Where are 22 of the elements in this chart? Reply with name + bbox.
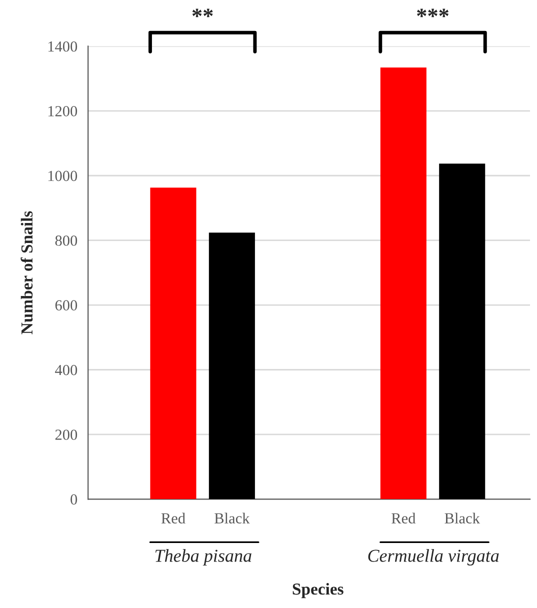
y-tick-label: 800 [55, 235, 78, 246]
x-axis-title: Species [292, 582, 344, 598]
x-tick-label: Theba pisana [155, 549, 252, 566]
series-label: Red [161, 512, 186, 524]
text: Red [392, 512, 416, 524]
x-tick-label: Cermuella virgata [368, 549, 499, 566]
text: *** [417, 8, 449, 18]
bar [208, 232, 255, 500]
bar [150, 188, 196, 500]
y-tick-label: 1400 [48, 41, 78, 52]
bar [380, 68, 426, 500]
y-axis-title: Number of Snails [20, 211, 33, 334]
bar [439, 164, 486, 500]
y-tick-label: 600 [55, 300, 78, 310]
text: ** [192, 8, 213, 18]
y-tick-label: 400 [55, 364, 78, 376]
series-label: Black [214, 512, 250, 524]
y-tick-label: 200 [55, 430, 78, 440]
y-tick-label: 1000 [48, 170, 78, 182]
text: Black [444, 512, 480, 524]
y-tick-label: 1200 [48, 106, 78, 116]
y-tick-label: 0 [70, 494, 78, 505]
